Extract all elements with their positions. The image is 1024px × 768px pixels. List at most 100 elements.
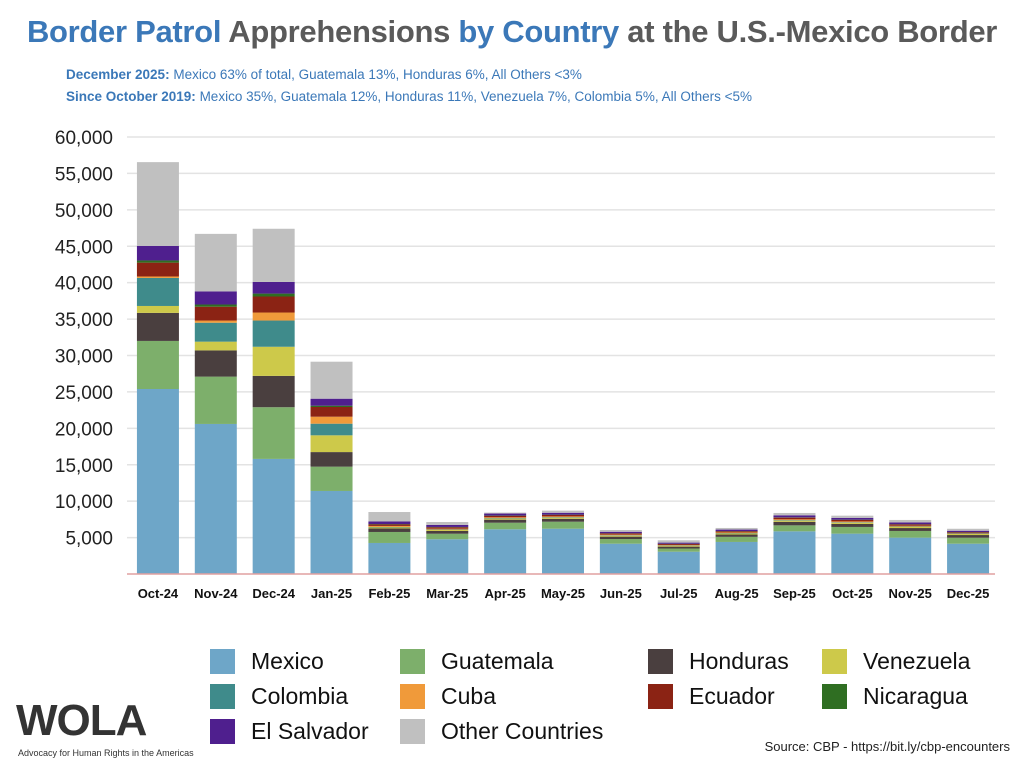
legend-label: Other Countries: [441, 718, 604, 744]
legend-swatch: [210, 649, 235, 674]
bar-segment-guatemala: [252, 407, 295, 459]
bar-segment-venezuela: [947, 534, 990, 536]
legend-item-colombia: Colombia: [210, 683, 348, 710]
bar-segment-el-salvador: [368, 521, 411, 525]
legend-item-el-salvador: El Salvador: [210, 718, 369, 745]
bar-segment-venezuela: [599, 535, 642, 537]
bar-segment-cuba: [252, 312, 295, 321]
bar-segment-guatemala: [194, 376, 237, 424]
subtitle-since: Since October 2019: Mexico 35%, Guatemal…: [66, 89, 752, 104]
bar-segment-venezuela: [368, 527, 411, 529]
bar-segment-guatemala: [657, 548, 700, 552]
bar-segment-ecuador: [484, 515, 527, 518]
bar-segment-el-salvador: [136, 245, 179, 261]
bar-segment-nicaragua: [136, 260, 179, 263]
legend-item-ecuador: Ecuador: [648, 683, 775, 710]
bar-segment-cuba: [657, 544, 700, 546]
y-tick-label: 5,000: [65, 529, 113, 550]
bar-segment-el-salvador: [889, 522, 932, 525]
bar-segment-other-countries: [599, 530, 642, 532]
bar-stack: [889, 519, 932, 574]
chart-title: Border Patrol Apprehensions by Country a…: [0, 14, 1024, 50]
bar-segment-mexico: [599, 543, 642, 574]
legend-item-other-countries: Other Countries: [400, 718, 603, 745]
bar-segment-cuba: [484, 517, 527, 519]
x-tick-label: Nov-24: [194, 586, 238, 601]
legend-swatch: [400, 649, 425, 674]
bar-segment-ecuador: [889, 524, 932, 526]
bar-segment-venezuela: [252, 346, 295, 376]
bar-segment-honduras: [657, 546, 700, 549]
legend-label: Guatemala: [441, 648, 554, 674]
bar-segment-ecuador: [252, 296, 295, 313]
y-tick-label: 35,000: [55, 310, 113, 331]
y-tick-label: 60,000: [55, 128, 113, 149]
bar-segment-colombia: [136, 277, 179, 306]
bars: [136, 162, 990, 574]
legend-item-mexico: Mexico: [210, 648, 324, 675]
y-tick-label: 15,000: [55, 456, 113, 477]
bar-segment-cuba: [831, 521, 874, 523]
bar-stack: [599, 530, 642, 574]
y-tick-label: 50,000: [55, 201, 113, 222]
bar-segment-guatemala: [484, 522, 527, 530]
x-tick-label: May-25: [541, 586, 585, 601]
bar-segment-other-countries: [542, 510, 584, 513]
bar-segment-ecuador: [831, 519, 874, 522]
bar-segment-ecuador: [773, 517, 816, 520]
legend-swatch: [648, 649, 673, 674]
bar-segment-honduras: [426, 530, 469, 534]
bar-segment-mexico: [715, 541, 758, 574]
legend-label: Honduras: [689, 648, 789, 674]
legend-swatch: [400, 684, 425, 709]
stacked-bar-chart: 5,000 10,000 15,000 20,000 25,000 30,000 35,00…: [55, 128, 995, 601]
bar-segment-other-countries: [136, 162, 179, 246]
bar-segment-cuba: [889, 525, 932, 527]
bar-segment-venezuela: [484, 518, 527, 520]
bar-segment-cuba: [773, 519, 816, 521]
bar-segment-el-salvador: [194, 291, 237, 305]
bar-segment-other-countries: [657, 540, 700, 543]
legend-label: Mexico: [251, 648, 324, 674]
bar-stack: [542, 510, 584, 574]
bar-segment-el-salvador: [252, 281, 295, 294]
wola-logo: WOLA Advocacy for Human Rights in the Am…: [16, 696, 196, 760]
bar-segment-other-countries: [194, 233, 237, 292]
bar-segment-cuba: [599, 534, 642, 536]
bar-segment-guatemala: [599, 539, 642, 544]
legend-swatch: [822, 649, 847, 674]
bar-segment-colombia: [252, 320, 295, 347]
legend-item-venezuela: Venezuela: [822, 648, 970, 675]
bar-segment-other-countries: [831, 515, 874, 518]
legend-label: Venezuela: [863, 648, 971, 674]
bar-segment-guatemala: [831, 526, 874, 534]
y-tick-label: 10,000: [55, 492, 113, 513]
legend: Mexico Guatemala Honduras Venezuela Colombia…: [210, 648, 1010, 758]
bar-segment-guatemala: [889, 530, 932, 538]
bar-segment-venezuela: [889, 526, 932, 529]
bar-segment-honduras: [715, 534, 758, 537]
bar-stack: [657, 540, 700, 574]
bar-stack: [947, 528, 990, 574]
bar-segment-colombia: [368, 526, 411, 528]
bar-segment-honduras: [599, 536, 642, 540]
subtitle-text: Mexico 63% of total, Guatemala 13%, Hond…: [169, 67, 582, 82]
subtitle-text: Mexico 35%, Guatemala 12%, Honduras 11%,…: [195, 89, 752, 104]
bar-segment-cuba: [542, 516, 584, 518]
legend-swatch: [210, 719, 235, 744]
x-tick-label: Jan-25: [311, 586, 352, 601]
bar-segment-venezuela: [657, 545, 700, 547]
bar-segment-honduras: [368, 528, 411, 532]
legend-swatch: [648, 684, 673, 709]
bar-segment-el-salvador: [947, 530, 990, 533]
bar-segment-el-salvador: [773, 515, 816, 518]
bar-segment-guatemala: [773, 525, 816, 532]
logo-tagline: Advocacy for Human Rights in the America…: [18, 748, 194, 758]
bar-stack: [426, 521, 469, 574]
bar-segment-honduras: [831, 523, 874, 527]
bar-segment-ecuador: [715, 531, 758, 533]
bar-segment-honduras: [947, 535, 990, 538]
subtitle-label: Since October 2019:: [66, 89, 196, 104]
y-tick-label: 25,000: [55, 383, 113, 404]
x-tick-label: Dec-25: [947, 586, 990, 601]
